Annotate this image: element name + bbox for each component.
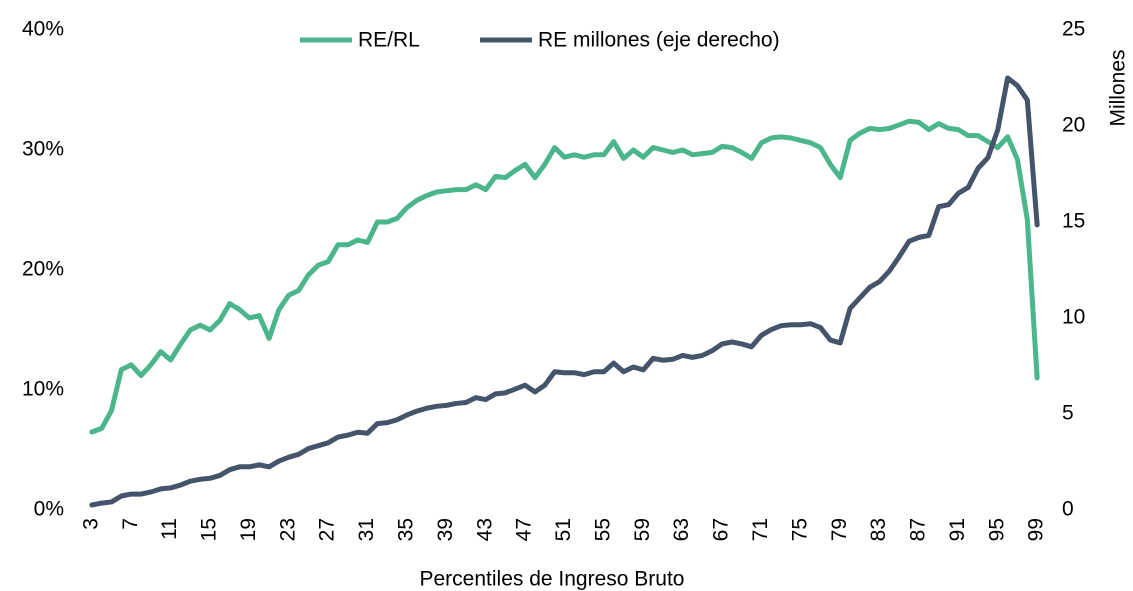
x-tick-label: 71 bbox=[749, 518, 772, 541]
x-tick-label: 83 bbox=[867, 518, 890, 541]
x-tick-label: 15 bbox=[198, 518, 221, 541]
y-tick-label: 0% bbox=[34, 498, 64, 521]
x-axis-title: Percentiles de Ingreso Bruto bbox=[420, 568, 685, 591]
x-tick-label: 3 bbox=[79, 518, 102, 530]
x-tick-label: 79 bbox=[828, 518, 851, 541]
x-tick-label: 35 bbox=[394, 518, 417, 541]
y-tick-label: 10% bbox=[22, 378, 64, 401]
x-tick-label: 63 bbox=[670, 518, 693, 541]
y-tick-label: 20% bbox=[22, 258, 64, 281]
data-line bbox=[89, 75, 1040, 508]
x-tick-label: 59 bbox=[631, 518, 654, 541]
data-line bbox=[89, 118, 1040, 435]
x-tick-label: 19 bbox=[237, 518, 260, 541]
legend-label: RE millones (eje derecho) bbox=[538, 29, 780, 52]
x-tick-label: 11 bbox=[158, 518, 181, 540]
y-tick-label: 30% bbox=[22, 138, 64, 161]
x-tick-label: 91 bbox=[946, 518, 969, 541]
x-tick-label: 23 bbox=[276, 518, 299, 541]
x-tick-label: 87 bbox=[907, 518, 930, 541]
x-tick-label: 55 bbox=[591, 518, 614, 541]
x-tick-label: 31 bbox=[355, 518, 378, 541]
y2-tick-label: 10 bbox=[1062, 306, 1085, 329]
x-tick-label: 51 bbox=[552, 518, 575, 541]
x-tick-label: 67 bbox=[710, 518, 733, 541]
x-tick-label: 43 bbox=[473, 518, 496, 541]
y2-tick-label: 15 bbox=[1062, 210, 1085, 233]
y-tick-label: 40% bbox=[22, 18, 64, 41]
y2-tick-label: 25 bbox=[1062, 18, 1085, 41]
y2-tick-label: 5 bbox=[1062, 402, 1074, 425]
x-tick-label: 27 bbox=[316, 518, 339, 541]
x-tick-label: 7 bbox=[119, 518, 142, 530]
x-tick-label: 39 bbox=[434, 518, 457, 541]
x-tick-label: 99 bbox=[1025, 518, 1048, 541]
x-tick-label: 47 bbox=[513, 518, 536, 541]
x-tick-label: 75 bbox=[788, 518, 811, 541]
y2-tick-label: 0 bbox=[1062, 498, 1074, 521]
y2-axis-title: Millones bbox=[1107, 49, 1130, 126]
x-tick-label: 95 bbox=[985, 518, 1008, 541]
y2-tick-label: 20 bbox=[1062, 114, 1085, 137]
legend-label: RE/RL bbox=[358, 29, 420, 52]
